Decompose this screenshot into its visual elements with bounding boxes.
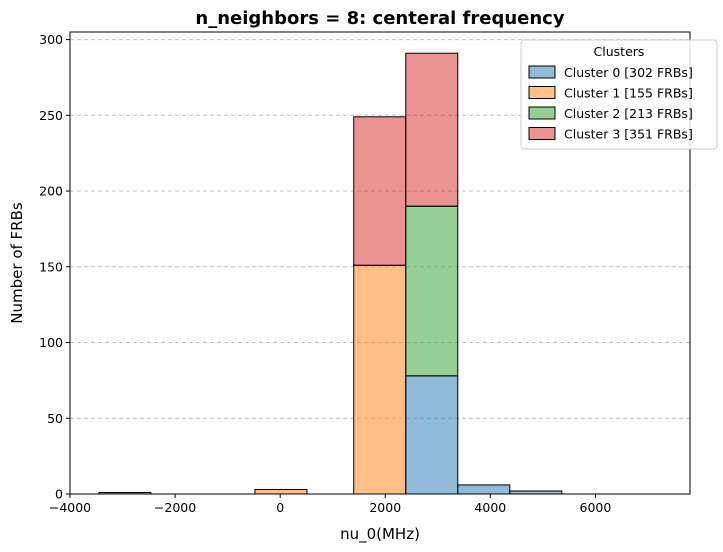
bars-layer (98, 52, 563, 495)
legend-label-3: Cluster 3 [351 FRBs] (564, 127, 693, 142)
legend-swatch-1 (528, 86, 556, 99)
axes-layer: −4000 −2000 0 2000 4000 6000 0 50 100 150 200 250 30… (39, 32, 611, 515)
legend-swatch-0 (528, 65, 556, 79)
bar-cluster-1 (353, 264, 407, 495)
bar-cluster-2 (405, 205, 459, 377)
bar-cluster-1 (254, 488, 308, 495)
x-tick-label: 2000 (369, 500, 401, 515)
y-tick-label: 200 (39, 184, 63, 199)
x-tick-label: 4000 (474, 500, 506, 515)
x-tick-label: −2000 (154, 500, 196, 515)
legend-label-0: Cluster 0 [302 FRBs] (564, 65, 693, 80)
legend-label-2: Cluster 2 [213 FRBs] (564, 106, 693, 121)
x-tick-label: 0 (276, 500, 284, 515)
y-tick-label: 50 (47, 411, 63, 426)
legend-items: Cluster 0 [302 FRBs] Cluster 1 [155 FRBs]… (528, 65, 693, 142)
bar-cluster-3 (353, 116, 407, 266)
legend-swatch-3 (528, 127, 556, 140)
legend: Clusters Cluster 0 [302 FRBs] Cluster 1 [… (520, 39, 718, 150)
chart-title: n_neighbors = 8: centeral frequency (195, 8, 564, 29)
y-tick-label: 250 (39, 108, 63, 123)
y-tick-label: 300 (39, 32, 63, 47)
bar-cluster-0 (405, 375, 459, 495)
bar-cluster-3 (405, 52, 459, 207)
plot-frame (69, 31, 691, 495)
y-tick-label: 150 (39, 259, 63, 274)
legend-box (520, 39, 718, 150)
legend-label-1: Cluster 1 [155 FRBs] (564, 86, 693, 101)
x-tick-label: −4000 (49, 500, 91, 515)
y-axis-label: Number of FRBs (8, 202, 26, 324)
y-tick-label: 100 (39, 335, 63, 350)
x-axis-label: nu_0(MHz) (340, 525, 420, 544)
x-tick-label: 6000 (580, 500, 612, 515)
legend-title: Clusters (594, 44, 645, 59)
y-tick-label: 0 (55, 487, 63, 502)
bar-cluster-0 (457, 484, 511, 495)
legend-swatch-2 (528, 106, 556, 120)
